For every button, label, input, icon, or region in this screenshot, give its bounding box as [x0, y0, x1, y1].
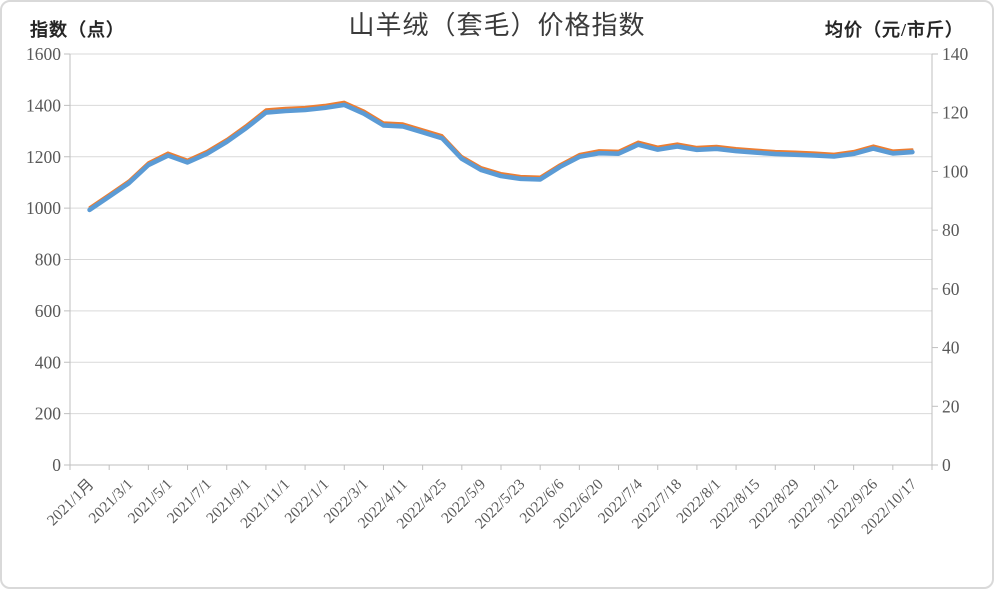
left-axis-tick-label: 800 [35, 250, 62, 270]
left-axis-tick-label: 600 [35, 301, 62, 321]
right-axis-tick-label: 0 [942, 455, 951, 475]
left-axis-tick-label: 1200 [26, 147, 61, 167]
right-axis-tick-label: 20 [942, 396, 960, 416]
chart-title: 山羊绒（套毛）价格指数 [348, 11, 646, 40]
index-series-line [87, 102, 915, 213]
left-axis-tick-label: 0 [52, 455, 61, 475]
left-axis-tick-label: 1400 [26, 95, 61, 115]
right-axis-tick-label: 140 [942, 44, 969, 64]
left-axis-tick-label: 1000 [26, 198, 61, 218]
left-axis-tick-label: 200 [35, 404, 62, 424]
left-axis-tick-label: 1600 [26, 44, 61, 64]
price-series-line [88, 100, 914, 209]
x-axis-label: 2021/1月 [44, 476, 97, 529]
left-axis-tick-label: 400 [35, 352, 62, 372]
right-axis-tick-label: 40 [942, 338, 960, 358]
right-axis-tick-label: 80 [942, 220, 960, 240]
left-axis-title: 指数（点） [30, 20, 125, 40]
right-axis-tick-label: 100 [942, 161, 969, 181]
right-axis-title: 均价（元/市斤） [824, 20, 964, 40]
right-axis-tick-label: 60 [942, 279, 960, 299]
right-axis-tick-label: 120 [942, 103, 969, 123]
